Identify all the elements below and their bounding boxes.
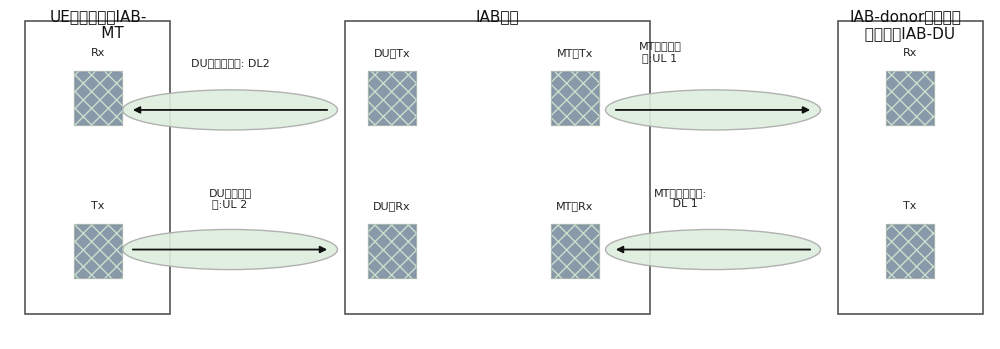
Text: IAB节点: IAB节点 xyxy=(475,9,519,24)
Bar xyxy=(551,70,599,125)
Bar xyxy=(368,224,416,279)
Text: DU的下行链路: DL2: DU的下行链路: DL2 xyxy=(191,58,269,68)
Text: DU的Rx: DU的Rx xyxy=(373,201,411,211)
Text: MT的上行链
路:UL 1: MT的上行链 路:UL 1 xyxy=(639,41,681,63)
Bar xyxy=(886,224,934,279)
Ellipse shape xyxy=(606,230,820,270)
Text: IAB-donor或者父节
  点节点的IAB-DU: IAB-donor或者父节 点节点的IAB-DU xyxy=(849,9,961,41)
Bar xyxy=(74,224,122,279)
Text: Rx: Rx xyxy=(91,47,105,58)
Ellipse shape xyxy=(606,90,820,130)
Text: MT的Rx: MT的Rx xyxy=(556,201,594,211)
Bar xyxy=(25,21,170,314)
Text: UE或子节点的IAB-
      MT: UE或子节点的IAB- MT xyxy=(49,9,147,41)
Bar xyxy=(551,224,599,279)
Bar xyxy=(74,224,122,279)
Text: MT的Tx: MT的Tx xyxy=(557,47,593,58)
Bar xyxy=(74,70,122,125)
Bar xyxy=(838,21,983,314)
Bar xyxy=(886,70,934,125)
Ellipse shape xyxy=(122,230,338,270)
Text: Rx: Rx xyxy=(903,47,917,58)
Bar xyxy=(345,21,650,314)
Bar xyxy=(368,70,416,125)
Text: Tx: Tx xyxy=(903,201,917,211)
Text: MT的下行链路:
   DL 1: MT的下行链路: DL 1 xyxy=(653,188,707,209)
Text: DU的上行链
路:UL 2: DU的上行链 路:UL 2 xyxy=(208,188,252,209)
Bar xyxy=(368,70,416,125)
Bar xyxy=(551,224,599,279)
Bar xyxy=(551,70,599,125)
Ellipse shape xyxy=(122,90,338,130)
Bar xyxy=(886,224,934,279)
Bar xyxy=(368,224,416,279)
Bar xyxy=(74,70,122,125)
Text: Tx: Tx xyxy=(91,201,105,211)
Text: DU的Tx: DU的Tx xyxy=(374,47,410,58)
Bar xyxy=(886,70,934,125)
